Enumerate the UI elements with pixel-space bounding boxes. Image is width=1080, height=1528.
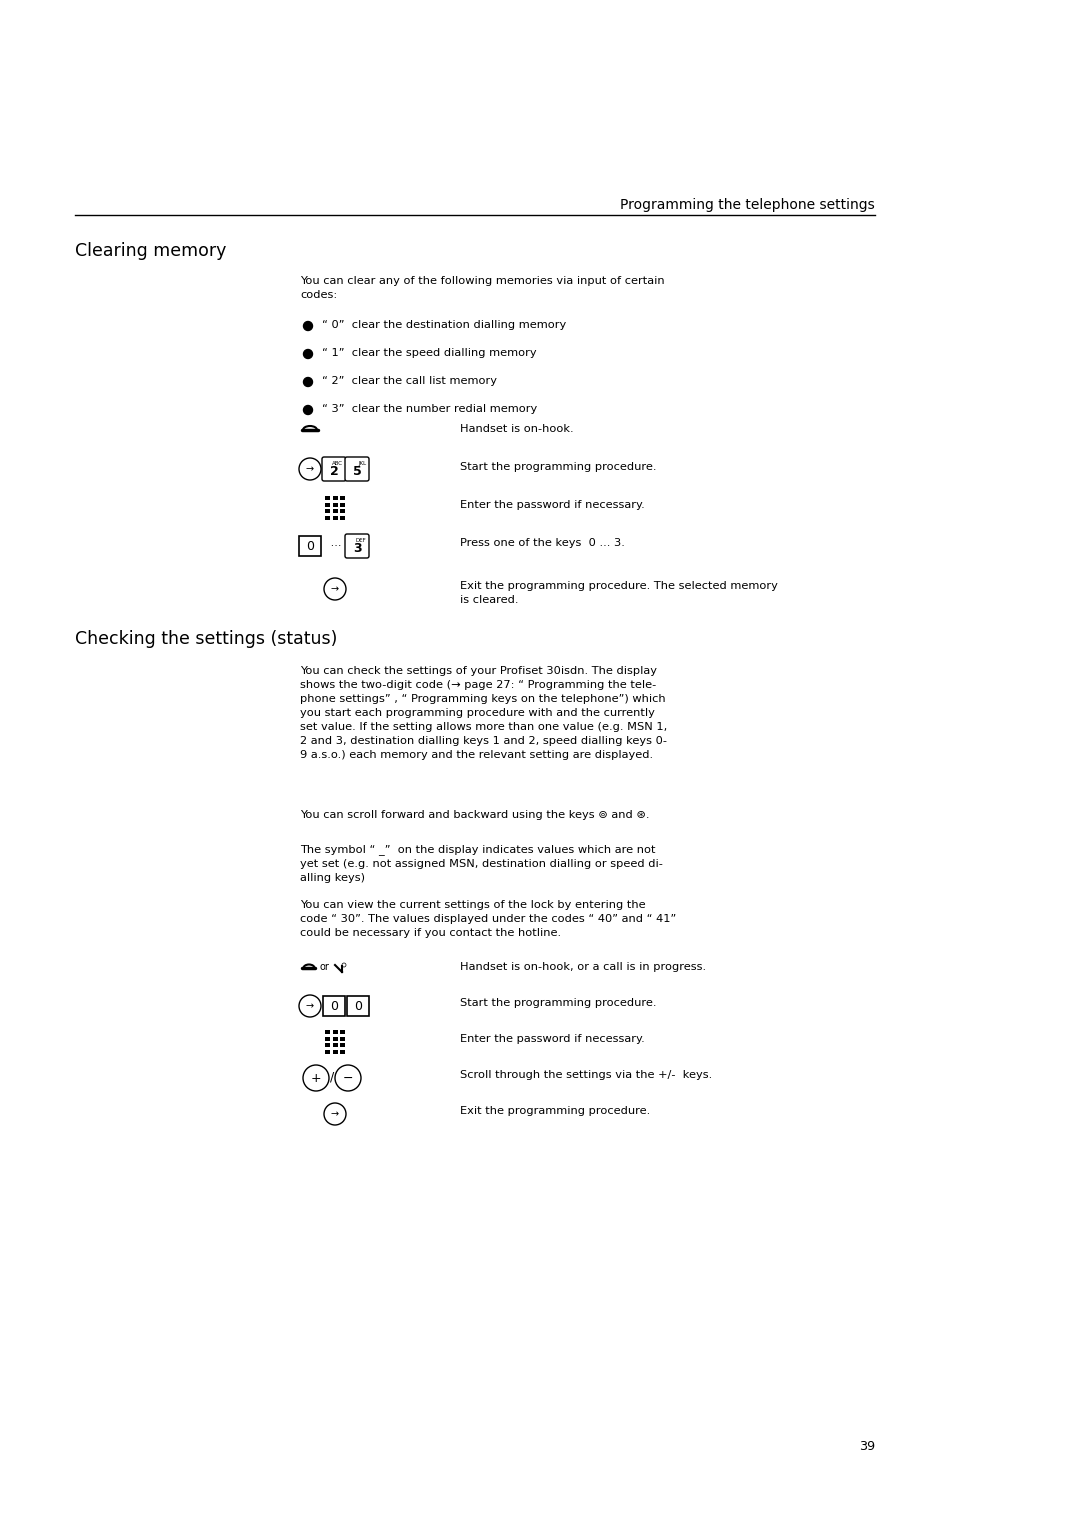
Text: 0: 0 — [354, 999, 362, 1013]
Text: You can view the current settings of the lock by entering the
code “ 30”. The va: You can view the current settings of the… — [300, 900, 676, 938]
Text: 2: 2 — [329, 465, 338, 478]
Text: Clearing memory: Clearing memory — [75, 241, 227, 260]
Text: You can check the settings of your Profiset 30isdn. The display
shows the two-di: You can check the settings of your Profi… — [300, 666, 667, 759]
Text: →: → — [330, 1109, 339, 1118]
Bar — [340, 1050, 345, 1054]
Text: Exit the programming procedure.: Exit the programming procedure. — [460, 1106, 650, 1115]
Bar — [325, 1044, 330, 1047]
FancyBboxPatch shape — [322, 457, 346, 481]
Bar — [333, 1030, 337, 1034]
Bar — [340, 503, 345, 507]
Bar — [333, 503, 337, 507]
Bar — [340, 1044, 345, 1047]
Text: −: − — [342, 1071, 353, 1085]
Text: /: / — [329, 1071, 334, 1083]
Text: →: → — [330, 584, 339, 594]
Text: Start the programming procedure.: Start the programming procedure. — [460, 998, 657, 1008]
Bar — [333, 509, 337, 513]
Bar — [340, 516, 345, 520]
Text: Enter the password if necessary.: Enter the password if necessary. — [460, 500, 645, 510]
Bar — [325, 1050, 330, 1054]
Bar — [323, 996, 345, 1016]
FancyBboxPatch shape — [345, 533, 369, 558]
Text: 39: 39 — [859, 1439, 875, 1453]
Text: ...: ... — [327, 538, 341, 549]
Bar — [333, 1050, 337, 1054]
Circle shape — [324, 1103, 346, 1125]
Bar — [340, 497, 345, 500]
Text: DEF: DEF — [355, 538, 366, 542]
Text: Checking the settings (status): Checking the settings (status) — [75, 630, 337, 648]
Bar — [325, 503, 330, 507]
Bar — [299, 536, 321, 556]
Text: “ 1”  clear the speed dialling memory: “ 1” clear the speed dialling memory — [322, 348, 537, 358]
FancyBboxPatch shape — [345, 457, 369, 481]
Bar — [340, 1030, 345, 1034]
Text: →: → — [306, 1001, 314, 1012]
Bar — [340, 1038, 345, 1041]
Text: Handset is on-hook.: Handset is on-hook. — [460, 423, 573, 434]
Bar — [340, 509, 345, 513]
Circle shape — [303, 405, 312, 414]
Text: 0: 0 — [330, 999, 338, 1013]
Text: 0: 0 — [306, 539, 314, 553]
Text: +: + — [311, 1071, 322, 1085]
Text: “ 3”  clear the number redial memory: “ 3” clear the number redial memory — [322, 403, 537, 414]
Bar — [333, 1038, 337, 1041]
Text: You can scroll forward and backward using the keys ⊚ and ⊛.: You can scroll forward and backward usin… — [300, 810, 649, 821]
Circle shape — [342, 963, 346, 967]
Text: Programming the telephone settings: Programming the telephone settings — [620, 199, 875, 212]
Bar — [325, 1030, 330, 1034]
Text: You can clear any of the following memories via input of certain
codes:: You can clear any of the following memor… — [300, 277, 664, 299]
Text: 5: 5 — [353, 465, 362, 478]
Text: JKL: JKL — [357, 461, 366, 466]
Text: Start the programming procedure.: Start the programming procedure. — [460, 461, 657, 472]
Bar — [347, 996, 369, 1016]
Bar — [333, 516, 337, 520]
Bar — [325, 516, 330, 520]
Text: 3: 3 — [353, 541, 362, 555]
Circle shape — [303, 1065, 329, 1091]
Text: Handset is on-hook, or a call is in progress.: Handset is on-hook, or a call is in prog… — [460, 963, 706, 972]
Text: ABC: ABC — [332, 461, 343, 466]
Bar — [325, 509, 330, 513]
Text: →: → — [306, 465, 314, 474]
Circle shape — [324, 578, 346, 601]
Text: The symbol “ _”  on the display indicates values which are not
yet set (e.g. not: The symbol “ _” on the display indicates… — [300, 843, 663, 883]
Bar — [333, 497, 337, 500]
Circle shape — [303, 350, 312, 359]
Bar — [325, 497, 330, 500]
Circle shape — [303, 377, 312, 387]
Circle shape — [299, 995, 321, 1018]
Bar — [333, 1044, 337, 1047]
Text: “ 2”  clear the call list memory: “ 2” clear the call list memory — [322, 376, 497, 387]
Bar — [325, 1038, 330, 1041]
Text: Exit the programming procedure. The selected memory
is cleared.: Exit the programming procedure. The sele… — [460, 581, 778, 605]
Text: Enter the password if necessary.: Enter the password if necessary. — [460, 1034, 645, 1044]
Text: Press one of the keys  0 ... 3.: Press one of the keys 0 ... 3. — [460, 538, 625, 549]
Text: “ 0”  clear the destination dialling memory: “ 0” clear the destination dialling memo… — [322, 319, 566, 330]
Circle shape — [303, 321, 312, 330]
Text: or: or — [319, 963, 329, 972]
Circle shape — [335, 1065, 361, 1091]
Text: Scroll through the settings via the +/-  keys.: Scroll through the settings via the +/- … — [460, 1070, 712, 1080]
Circle shape — [299, 458, 321, 480]
